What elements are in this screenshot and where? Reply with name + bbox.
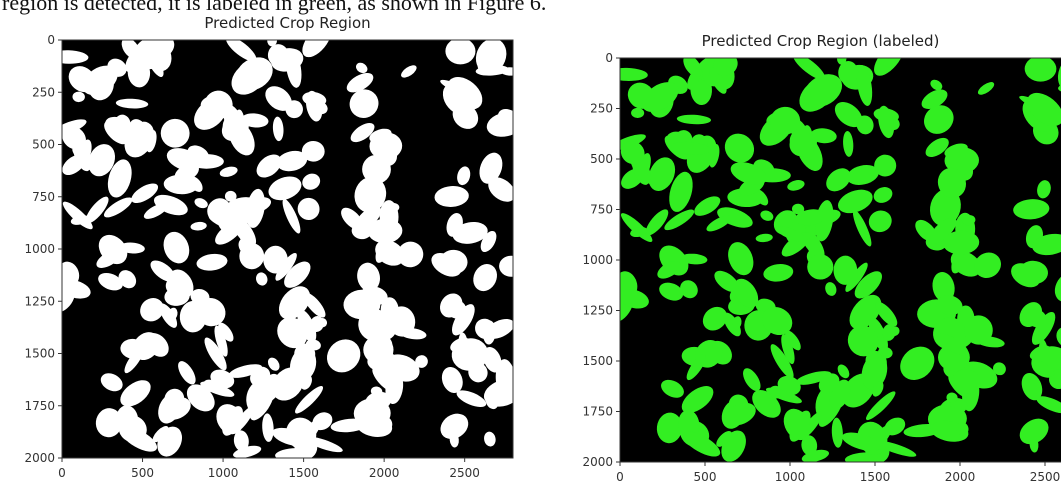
y-tick-label: 2000 bbox=[582, 455, 613, 469]
x-tick-label: 2000 bbox=[945, 470, 976, 484]
image-area bbox=[45, 21, 526, 462]
y-tick-label: 750 bbox=[590, 203, 613, 217]
caption-text: region is detected, it is labeled in gre… bbox=[2, 0, 546, 15]
y-tick-label: 500 bbox=[32, 138, 55, 152]
y-tick-label: 1500 bbox=[582, 354, 613, 368]
page: {"text": "region is detected, it is labe… bbox=[0, 0, 1061, 491]
x-tick-label: 0 bbox=[616, 470, 624, 484]
y-tick-label: 1250 bbox=[582, 304, 613, 318]
x-tick-label: 2500 bbox=[449, 466, 480, 480]
x-tick-label: 1000 bbox=[208, 466, 239, 480]
mask-blob bbox=[838, 61, 858, 84]
x-tick-label: 2500 bbox=[1030, 470, 1061, 484]
figure: region is detected, it is labeled in gre… bbox=[0, 0, 1061, 491]
x-tick-label: 1500 bbox=[860, 470, 891, 484]
y-tick-label: 1000 bbox=[24, 242, 55, 256]
y-tick-label: 1750 bbox=[582, 405, 613, 419]
x-tick-label: 0 bbox=[58, 466, 66, 480]
y-tick-label: 500 bbox=[590, 152, 613, 166]
x-tick-label: 1000 bbox=[775, 470, 806, 484]
y-tick-label: 1000 bbox=[582, 253, 613, 267]
x-tick-label: 2000 bbox=[369, 466, 400, 480]
x-tick-label: 1500 bbox=[288, 466, 319, 480]
mask-blob bbox=[1025, 56, 1057, 82]
panel-title: Predicted Crop Region bbox=[204, 14, 370, 32]
x-tick-label: 500 bbox=[131, 466, 154, 480]
y-tick-label: 1250 bbox=[24, 294, 55, 308]
y-tick-label: 2000 bbox=[24, 451, 55, 465]
y-tick-label: 250 bbox=[590, 102, 613, 116]
y-tick-label: 0 bbox=[47, 33, 55, 47]
mask-blob bbox=[445, 38, 475, 65]
panel-title: Predicted Crop Region (labeled) bbox=[702, 32, 940, 50]
image-area bbox=[603, 38, 1061, 466]
y-tick-label: 750 bbox=[32, 190, 55, 204]
y-tick-label: 1750 bbox=[24, 399, 55, 413]
y-tick-label: 250 bbox=[32, 85, 55, 99]
mask-blob bbox=[268, 44, 289, 66]
y-tick-label: 1500 bbox=[24, 347, 55, 361]
x-tick-label: 500 bbox=[694, 470, 717, 484]
y-tick-label: 0 bbox=[605, 51, 613, 65]
